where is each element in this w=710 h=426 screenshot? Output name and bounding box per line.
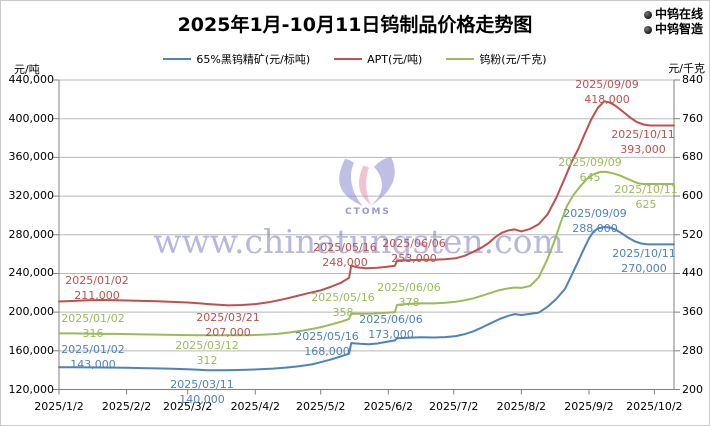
annotation-2025-10-11: 2025/10/11 393,000 (611, 128, 675, 156)
chart-legend: 65%黑钨精矿(元/标吨) APT(元/吨) 钨粉(元/千克) (1, 51, 709, 67)
watermark-url: www.chinatungsten.com (153, 222, 564, 261)
annotation-2025-06-06: 2025/06/06 253,000 (382, 237, 446, 265)
x-axis-tick-label: 2025/5/2 (295, 400, 346, 413)
annotation-2025-09-09: 2025/09/09 418,000 (575, 78, 639, 106)
right-axis-tick-label: 840 (682, 73, 703, 86)
site-label: 中钨智造 (654, 22, 703, 36)
right-axis-tick-label: 760 (682, 111, 703, 125)
site-favicon-icon (643, 25, 652, 34)
annotation-2025-05-16: 2025/05/16 248,000 (313, 241, 377, 269)
annotation-2025-05-16: 2025/05/16 168,000 (295, 330, 359, 358)
legend-item-wolframite: 65%黑钨精矿(元/标吨) (163, 51, 310, 67)
legend-item-tungsten-powder: 钨粉(元/千克) (446, 51, 547, 67)
x-axis-tick-label: 2025/7/2 (429, 400, 479, 413)
x-axis-tick-label: 2025/3/2 (162, 400, 213, 413)
annotation-2025-06-06: 2025/06/06 378 (377, 281, 441, 309)
left-axis-tick-label: 160,000 (8, 343, 55, 357)
legend-line-swatch (163, 58, 192, 60)
legend-label: APT(元/吨) (367, 53, 423, 66)
series-line-1 (58, 100, 675, 307)
annotation-2025-01-02: 2025/01/02 143,000 (61, 343, 125, 371)
series-line-0 (58, 226, 675, 372)
left-axis-tick-label: 280,000 (8, 227, 55, 241)
legend-label: 钨粉(元/千克) (479, 53, 547, 66)
annotation-2025-03-12: 2025/03/12 312 (175, 339, 239, 367)
x-axis-tick-label: 2025/6/2 (363, 400, 413, 413)
right-axis-tick-label: 600 (682, 189, 703, 203)
left-axis-tick-label: 200,000 (8, 305, 55, 319)
left-axis-tick-label: 120,000 (8, 382, 55, 396)
site-links: 中钨在线 中钨智造 (643, 7, 703, 37)
left-axis-tick-label: 240,000 (8, 266, 55, 280)
ctoms-logo-icon: CTOMS (339, 157, 395, 217)
right-axis-tick-label: 200 (682, 382, 703, 396)
annotation-2025-10-11: 2025/10/11 270,000 (612, 247, 676, 275)
site-link-chinatungsten-online: 中钨在线 (643, 7, 703, 22)
right-axis-tick-label: 680 (682, 150, 703, 164)
series-line-2 (58, 170, 675, 337)
left-axis-tick-label: 440,000 (8, 73, 55, 86)
annotation-2025-03-11: 2025/03/11 140,000 (170, 378, 234, 406)
site-label: 中钨在线 (654, 7, 703, 21)
legend-line-swatch (446, 58, 475, 60)
annotation-2025-01-02: 2025/01/02 211,000 (65, 274, 129, 302)
right-axis-tick-label: 520 (682, 227, 703, 241)
x-axis-tick-label: 2025/1/2 (34, 400, 84, 413)
x-axis-tick-label: 2025/2/2 (101, 400, 152, 413)
annotation-2025-10-11: 2025/10/11 625 (614, 183, 678, 211)
site-link-chinatungsten-smart: 中钨智造 (643, 22, 703, 37)
x-axis-tick-label: 2025/10/2 (626, 400, 683, 413)
right-axis-tick-label: 280 (682, 343, 703, 357)
x-axis-tick-label: 2025/4/2 (230, 400, 280, 413)
left-axis-tick-label: 400,000 (8, 111, 55, 125)
legend-line-swatch (334, 58, 363, 60)
x-axis-tick-label: 2025/9/2 (564, 400, 614, 413)
ctoms-logo-text: CTOMS (345, 207, 391, 217)
left-axis-unit: 元/吨 (14, 63, 40, 76)
annotation-2025-09-09: 2025/09/09 645 (558, 156, 622, 184)
annotation-2025-03-21: 2025/03/21 207,000 (196, 311, 260, 339)
annotation-2025-06-06: 2025/06/06 173,000 (359, 313, 423, 341)
right-axis-unit: 元/千克 (668, 62, 705, 75)
annotation-2025-01-02: 2025/01/02 316 (61, 312, 125, 340)
site-favicon-icon (643, 10, 652, 19)
legend-item-apt: APT(元/吨) (334, 51, 422, 67)
left-axis-tick-label: 360,000 (8, 150, 55, 164)
annotation-2025-05-16: 2025/05/16 358 (311, 291, 375, 319)
x-axis-tick-label: 2025/8/2 (496, 400, 547, 413)
annotation-2025-09-09: 2025/09/09 288,000 (563, 207, 627, 235)
left-axis-tick-label: 320,000 (8, 189, 55, 203)
page-title: 2025年1月-10月11日钨制品价格走势图 (177, 14, 533, 36)
right-axis-tick-label: 360 (682, 305, 703, 319)
right-axis-tick-label: 440 (682, 266, 703, 280)
legend-label: 65%黑钨精矿(元/标吨) (196, 53, 311, 66)
